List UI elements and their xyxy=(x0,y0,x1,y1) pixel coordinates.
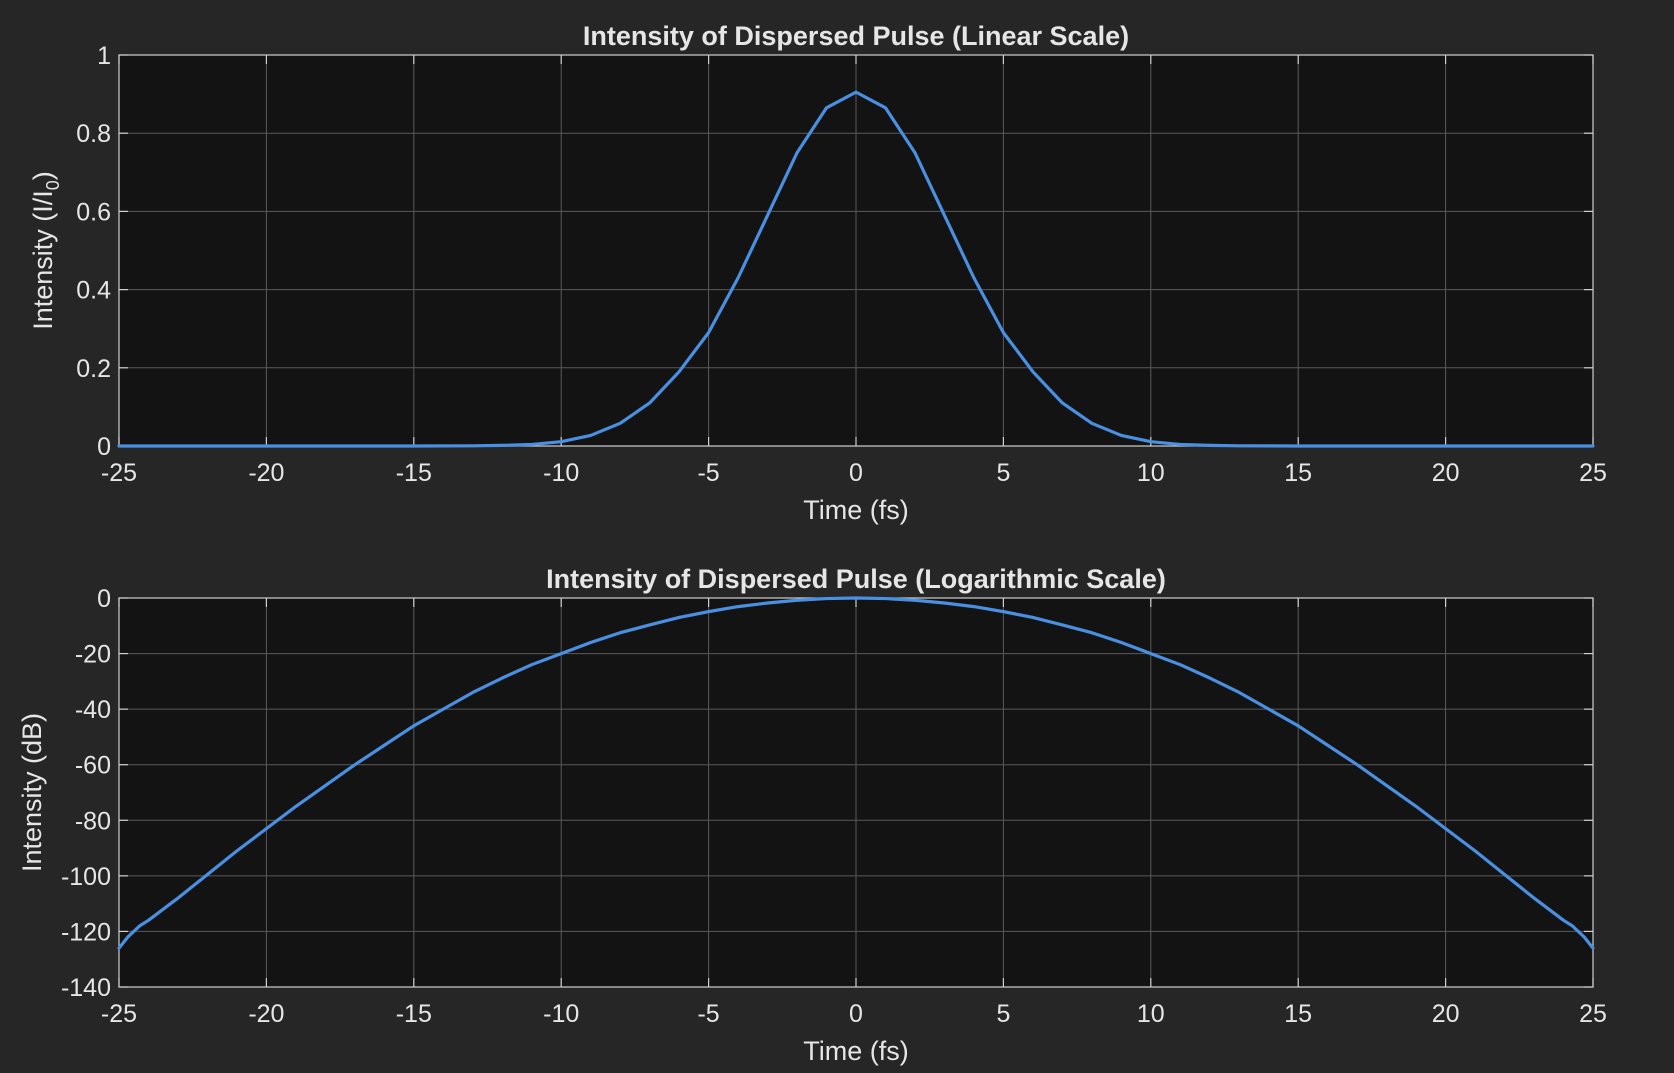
series-line-0 xyxy=(117,90,1595,448)
x-axis-label: Time (fs) xyxy=(803,495,908,525)
y-tick-label: 0.4 xyxy=(76,277,111,305)
x-tick-label: -15 xyxy=(396,459,432,487)
logarithmic-scale-plot: -25 -20 -15 -10 -5 0 5 10 15 20 25 -140 -120 -100 -80 -… xyxy=(17,564,1607,1066)
y-tick-label: 0 xyxy=(97,433,111,461)
x-tick-label: 5 xyxy=(996,1000,1010,1028)
y-tick-label: -80 xyxy=(75,807,111,835)
x-tick-label: 25 xyxy=(1579,459,1607,487)
x-tick-label: 5 xyxy=(996,459,1010,487)
x-tick-label: 10 xyxy=(1137,1000,1165,1028)
x-tick-label: -5 xyxy=(697,1000,719,1028)
x-tick-label: -10 xyxy=(543,459,579,487)
y-tick-label: -140 xyxy=(61,974,111,1002)
x-tick-label: 10 xyxy=(1137,459,1165,487)
y-axis-label-close: ) xyxy=(28,171,58,180)
y-tick-label: -60 xyxy=(75,752,111,780)
x-tick-label: -25 xyxy=(101,1000,137,1028)
x-tick-label: 0 xyxy=(849,1000,863,1028)
series-line-0 xyxy=(117,596,1595,950)
x-tick-label: 15 xyxy=(1284,459,1312,487)
x-tick-label: 20 xyxy=(1432,1000,1460,1028)
y-tick-label: 1 xyxy=(97,42,111,70)
x-tick-label: -20 xyxy=(248,1000,284,1028)
y-tick-label: 0.8 xyxy=(76,120,111,148)
x-tick-label: -20 xyxy=(248,459,284,487)
chart-title: Intensity of Dispersed Pulse (Logarithmi… xyxy=(546,564,1166,594)
x-tick-label: 25 xyxy=(1579,1000,1607,1028)
y-tick-label: 0.2 xyxy=(76,355,111,383)
x-tick-label: -10 xyxy=(543,1000,579,1028)
y-tick-label: 0 xyxy=(97,585,111,613)
x-axis-label: Time (fs) xyxy=(803,1036,908,1066)
y-axis-label: Intensity (dB) xyxy=(17,713,47,872)
x-tick-label: 15 xyxy=(1284,1000,1312,1028)
x-tick-label: 20 xyxy=(1432,459,1460,487)
x-tick-label: -15 xyxy=(396,1000,432,1028)
x-tick-label: -25 xyxy=(101,459,137,487)
y-tick-label: -120 xyxy=(61,918,111,946)
y-tick-label: 0.6 xyxy=(76,198,111,226)
y-tick-label: -20 xyxy=(75,641,111,669)
y-axis-label-subscript: 0 xyxy=(43,180,63,190)
x-tick-label: 0 xyxy=(849,459,863,487)
x-tick-label: -5 xyxy=(697,459,719,487)
linear-scale-plot: -25 -20 -15 -10 -5 0 5 10 15 20 25 0 0.2 0.4 0.6 0.8 1 In… xyxy=(28,21,1607,525)
y-tick-label: -100 xyxy=(61,863,111,891)
chart-title: Intensity of Dispersed Pulse (Linear Sca… xyxy=(583,21,1129,51)
y-axis-label: Intensity (I/I0) xyxy=(28,171,63,330)
y-tick-label: -40 xyxy=(75,696,111,724)
y-axis-label-main: Intensity (I/I xyxy=(28,190,58,330)
